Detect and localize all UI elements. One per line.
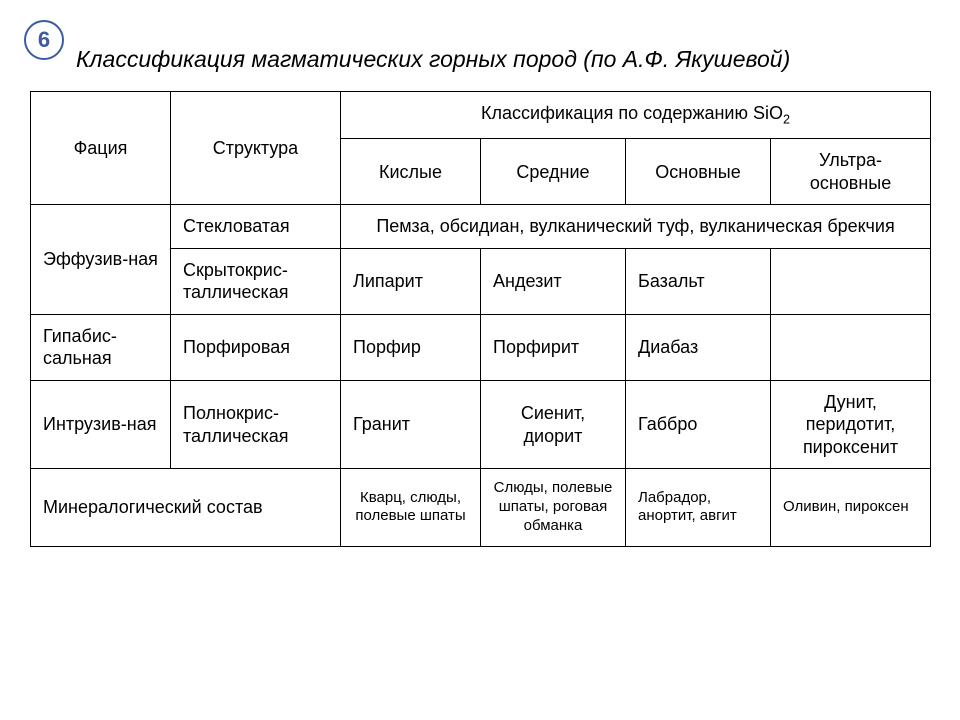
cell-mineral-basic: Лабрадор, анортит, авгит bbox=[626, 469, 771, 546]
col-header-ultrabasic: Ультра-основные bbox=[771, 139, 931, 205]
cell-intrusive-intermediate: Сиенит, диорит bbox=[481, 380, 626, 469]
cell-crypto-ultrabasic bbox=[771, 248, 931, 314]
cell-intrusive-structure: Полнокрис-таллическая bbox=[171, 380, 341, 469]
cell-glassy-rocks: Пемза, обсидиан, вулканический туф, вулк… bbox=[341, 205, 931, 249]
sio2-group-text: Классификация по содержанию SiO bbox=[481, 103, 783, 123]
page-title: Классификация магматических горных пород… bbox=[76, 46, 940, 73]
cell-mineral-label: Минералогический состав bbox=[31, 469, 341, 546]
col-header-basic: Основные bbox=[626, 139, 771, 205]
cell-effusive-facies: Эффузив-ная bbox=[31, 205, 171, 315]
cell-mineral-ultrabasic: Оливин, пироксен bbox=[771, 469, 931, 546]
cell-hypabyssal-intermediate: Порфирит bbox=[481, 314, 626, 380]
cell-hypabyssal-facies: Гипабис-сальная bbox=[31, 314, 171, 380]
page-root: 6 Классификация магматических горных пор… bbox=[0, 0, 960, 547]
col-header-facies: Фация bbox=[31, 92, 171, 205]
row-intrusive: Интрузив-ная Полнокрис-таллическая Грани… bbox=[31, 380, 931, 469]
table-header-row-1: Фация Структура Классификация по содержа… bbox=[31, 92, 931, 139]
cell-intrusive-basic: Габбро bbox=[626, 380, 771, 469]
slide-number-badge: 6 bbox=[24, 20, 64, 60]
cell-intrusive-acidic: Гранит bbox=[341, 380, 481, 469]
classification-table: Фация Структура Классификация по содержа… bbox=[30, 91, 931, 547]
cell-mineral-acidic: Кварц, слюды, полевые шпаты bbox=[341, 469, 481, 546]
sio2-subscript: 2 bbox=[783, 113, 790, 127]
cell-structure-crypto: Скрытокрис-таллическая bbox=[171, 248, 341, 314]
cell-hypabyssal-ultrabasic bbox=[771, 314, 931, 380]
cell-hypabyssal-basic: Диабаз bbox=[626, 314, 771, 380]
cell-hypabyssal-structure: Порфировая bbox=[171, 314, 341, 380]
cell-crypto-basic: Базальт bbox=[626, 248, 771, 314]
cell-hypabyssal-acidic: Порфир bbox=[341, 314, 481, 380]
cell-intrusive-facies: Интрузив-ная bbox=[31, 380, 171, 469]
row-effusive-glassy: Эффузив-ная Стекловатая Пемза, обсидиан,… bbox=[31, 205, 931, 249]
row-hypabyssal: Гипабис-сальная Порфировая Порфир Порфир… bbox=[31, 314, 931, 380]
cell-intrusive-ultrabasic: Дунит, перидотит, пироксенит bbox=[771, 380, 931, 469]
slide-number: 6 bbox=[38, 27, 50, 53]
row-mineral: Минералогический состав Кварц, слюды, по… bbox=[31, 469, 931, 546]
col-header-structure: Структура bbox=[171, 92, 341, 205]
cell-mineral-intermediate: Слюды, полевые шпаты, роговая обманка bbox=[481, 469, 626, 546]
col-header-acidic: Кислые bbox=[341, 139, 481, 205]
col-header-intermediate: Средние bbox=[481, 139, 626, 205]
cell-structure-glassy: Стекловатая bbox=[171, 205, 341, 249]
cell-crypto-acidic: Липарит bbox=[341, 248, 481, 314]
cell-crypto-intermediate: Андезит bbox=[481, 248, 626, 314]
col-header-sio2-group: Классификация по содержанию SiO2 bbox=[341, 92, 931, 139]
